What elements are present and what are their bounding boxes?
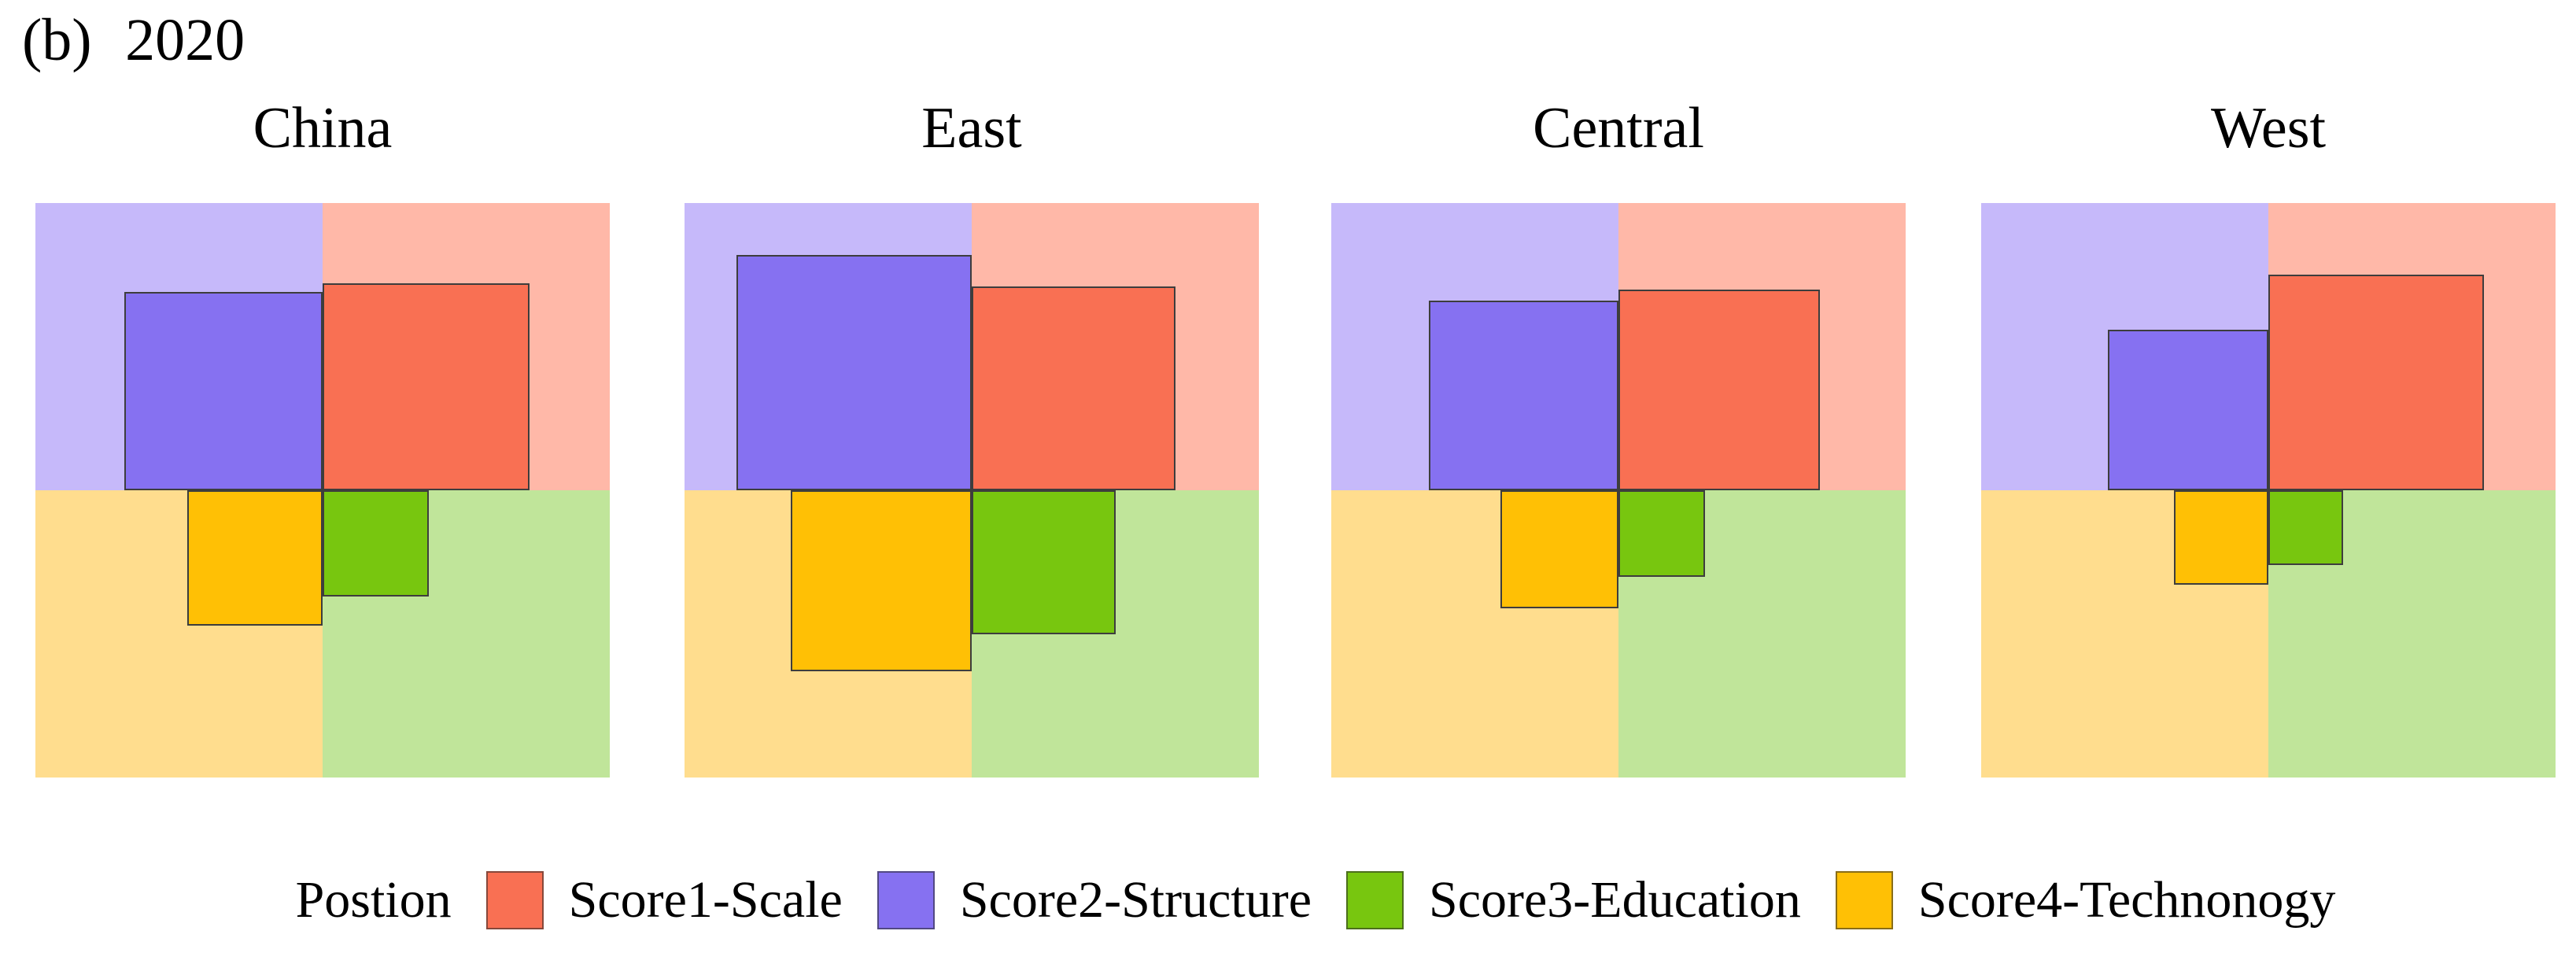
score3-education-square (2268, 490, 2343, 565)
legend-title: Postion (295, 871, 452, 929)
score4-technonogy-square (2173, 490, 2268, 585)
legend-swatch-score3 (1346, 871, 1404, 929)
score4-technonogy-square (1500, 490, 1618, 608)
legend-label-score4: Score4-Technonogy (1917, 871, 2336, 929)
score3-education-square (1618, 490, 1705, 577)
score2-structure-square (736, 254, 972, 490)
panel-title-east: East (921, 96, 1022, 161)
figure-label: (b) (22, 7, 92, 73)
score2-structure-square (124, 292, 323, 490)
legend-label-score2: Score2-Structure (959, 871, 1312, 929)
panel-china (35, 203, 610, 778)
figure-year: 2020 (125, 7, 245, 73)
legend-item-score3: Score3-Education (1346, 870, 1801, 930)
score4-technonogy-square (187, 490, 323, 626)
panel-west (1981, 203, 2556, 778)
score4-technonogy-square (791, 490, 972, 671)
score1-scale-square (2268, 275, 2484, 490)
legend-swatch-score2 (877, 871, 935, 929)
legend-label-score3: Score3-Education (1429, 871, 1801, 929)
figure-title: (b) 2020 (22, 5, 245, 76)
score1-scale-square (323, 283, 530, 490)
panel-title-west: West (2210, 96, 2327, 161)
score1-scale-square (972, 286, 1176, 490)
legend-swatch-score1 (485, 871, 544, 929)
legend-item-score1: Score1-Scale (485, 870, 843, 930)
panel-title-china: China (253, 96, 393, 161)
score2-structure-square (2107, 329, 2268, 490)
score3-education-square (972, 490, 1116, 634)
legend-label-score1: Score1-Scale (568, 871, 843, 929)
panel-central (1331, 203, 1906, 778)
panel-east (685, 203, 1259, 778)
score2-structure-square (1429, 301, 1618, 490)
legend-item-score2: Score2-Structure (877, 870, 1312, 930)
score1-scale-square (1618, 289, 1820, 490)
panel-title-central: Central (1533, 96, 1704, 161)
legend-swatch-score4 (1835, 871, 1893, 929)
legend: Postion Score1-Scale Score2-Structure Sc… (0, 861, 2576, 940)
score3-education-square (323, 490, 430, 597)
legend-item-score4: Score4-Technonogy (1835, 870, 2336, 930)
